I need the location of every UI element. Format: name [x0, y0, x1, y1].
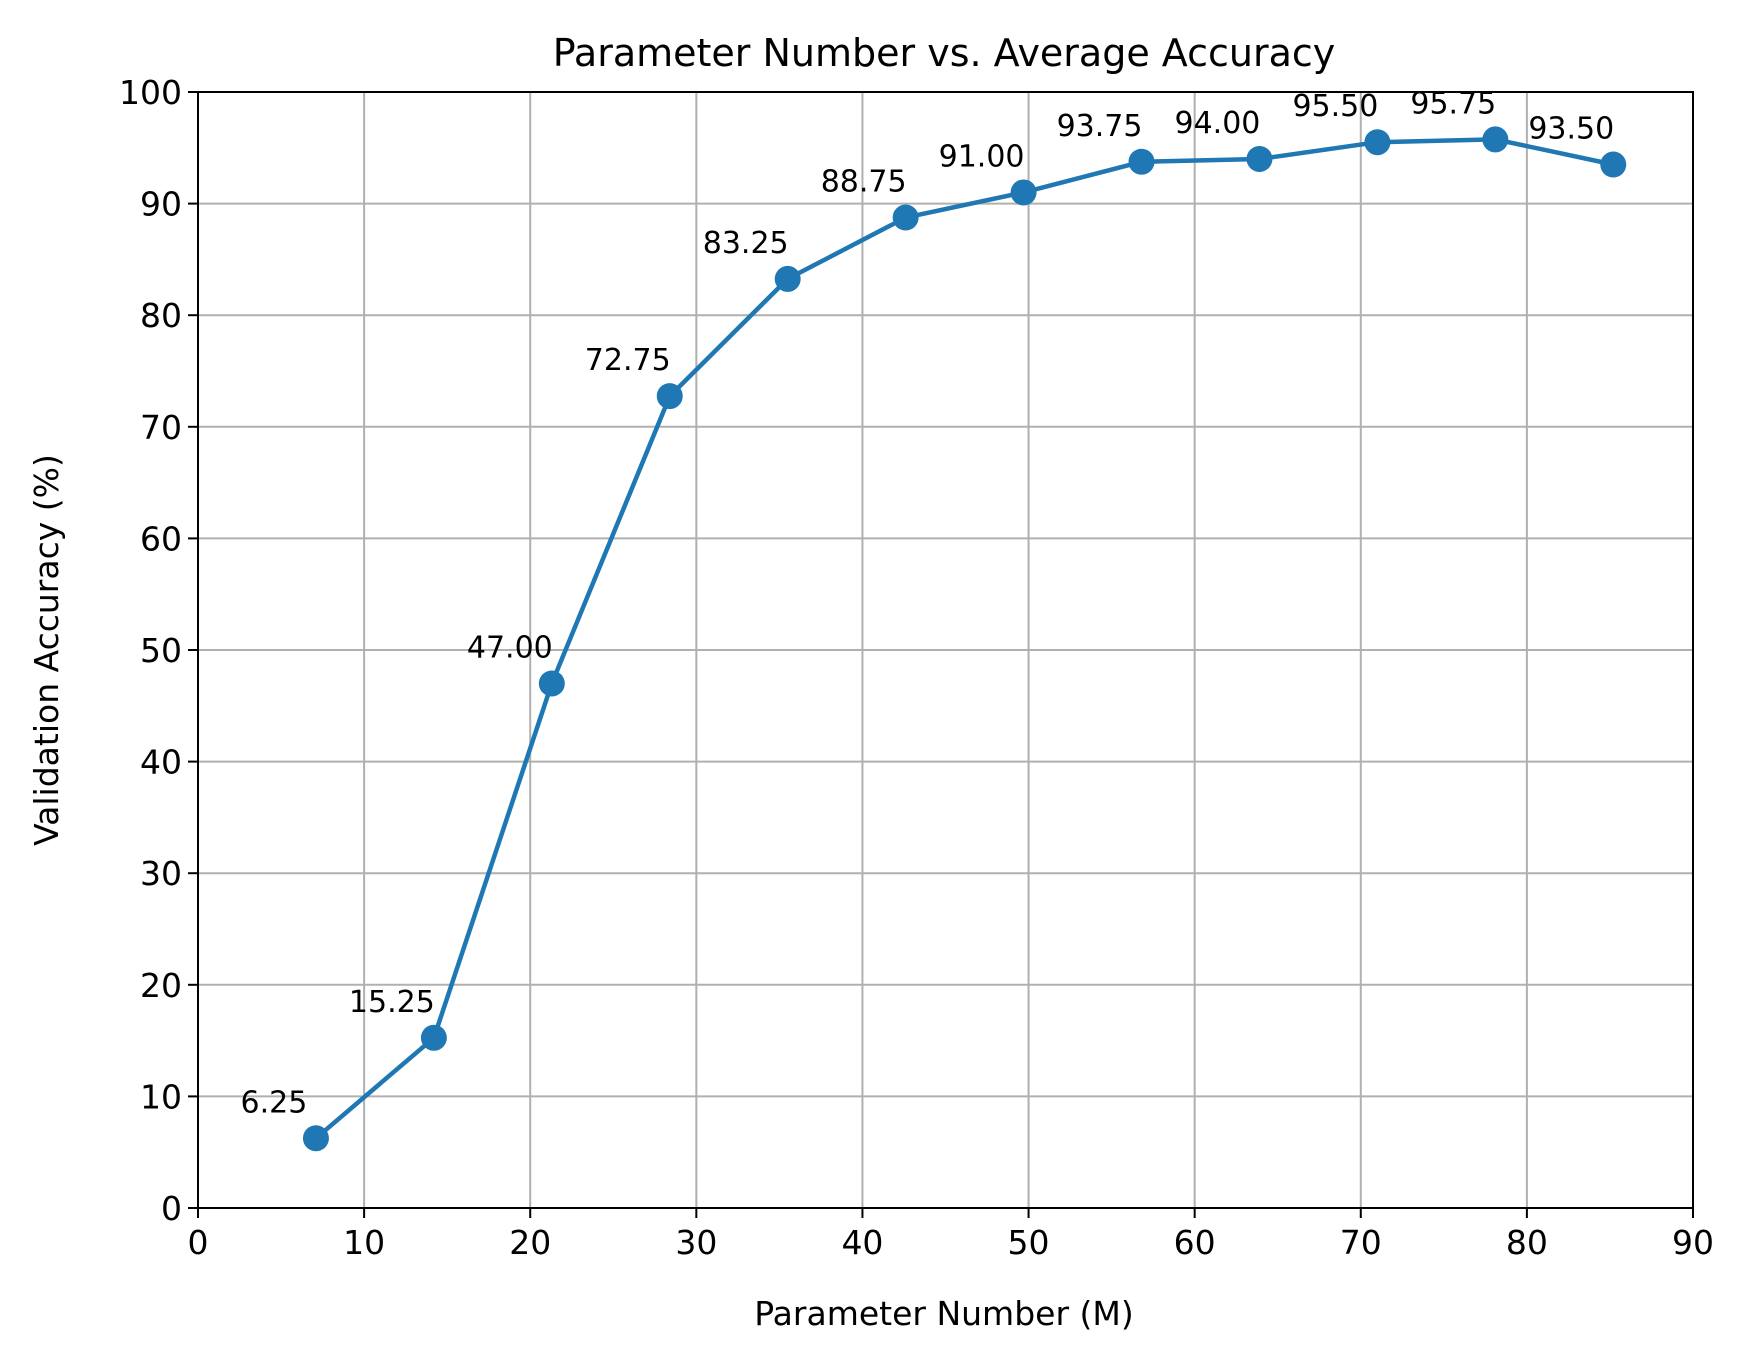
y-tick-label: 20: [140, 966, 182, 1005]
data-point: [1246, 145, 1273, 172]
x-tick-label: 40: [841, 1223, 883, 1262]
x-tick-label: 90: [1672, 1223, 1714, 1262]
x-tick-label: 20: [509, 1223, 551, 1262]
y-tick-label: 10: [140, 1077, 182, 1116]
data-points: [302, 126, 1627, 1152]
x-tick-label: 30: [675, 1223, 717, 1262]
x-tick-label: 80: [1506, 1223, 1548, 1262]
data-label: 15.25: [349, 985, 435, 1020]
data-label: 91.00: [939, 139, 1025, 174]
series-line: [314, 137, 1614, 1141]
y-tick-label: 50: [140, 631, 182, 670]
data-point: [302, 1125, 329, 1152]
data-label: 95.75: [1410, 86, 1496, 121]
data-point: [656, 383, 683, 410]
y-tick-label: 90: [140, 185, 182, 224]
x-tick-label: 70: [1340, 1223, 1382, 1262]
data-label: 93.50: [1528, 112, 1614, 147]
y-tick-label: 30: [140, 854, 182, 893]
x-tick-label: 50: [1008, 1223, 1050, 1262]
y-tick-label: 40: [140, 743, 182, 782]
x-tick-label: 60: [1174, 1223, 1216, 1262]
data-label: 72.75: [585, 343, 671, 378]
x-tick-label: 10: [343, 1223, 385, 1262]
data-point: [774, 265, 801, 292]
data-point: [1600, 151, 1627, 178]
plot-frame: [197, 91, 1694, 1209]
data-point: [1482, 126, 1509, 153]
data-label: 83.25: [703, 226, 789, 261]
data-label: 6.25: [241, 1085, 308, 1120]
y-tick-label: 0: [161, 1189, 182, 1228]
y-tick-label: 70: [140, 408, 182, 447]
chart-title: Parameter Number vs. Average Accuracy: [553, 31, 1336, 75]
data-point: [1010, 179, 1037, 206]
data-point: [1128, 148, 1155, 175]
ticks: 0 10 20 30 40 50 60 70 80 90 0 10 20 30 40 50 60 70 80 90 10…: [119, 73, 1714, 1262]
data-label: 88.75: [821, 165, 907, 200]
data-point: [892, 204, 919, 231]
data-point: [420, 1024, 447, 1051]
x-tick-label: 0: [188, 1223, 209, 1262]
data-labels: 6.25 15.25 47.00 72.75 83.25 88.75 91.00 93.75 9…: [241, 86, 1615, 1120]
data-label: 95.50: [1292, 89, 1378, 124]
data-label: 94.00: [1175, 106, 1261, 141]
x-axis-label: Parameter Number (M): [754, 1294, 1133, 1333]
data-label: 47.00: [467, 630, 553, 665]
data-label: 93.75: [1057, 109, 1143, 144]
data-point: [1364, 129, 1391, 156]
data-point: [538, 670, 565, 697]
y-axis-label: Validation Accuracy (%): [27, 454, 66, 846]
y-tick-label: 60: [140, 519, 182, 558]
y-tick-label: 80: [140, 296, 182, 335]
y-tick-label: 100: [119, 73, 182, 112]
